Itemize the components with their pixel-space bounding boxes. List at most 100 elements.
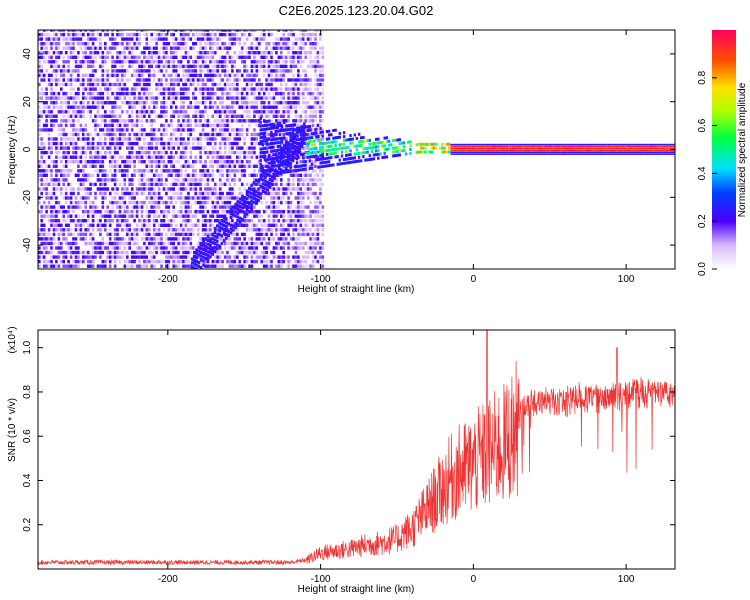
spectrogram-cell xyxy=(236,207,240,211)
spectrogram-cell xyxy=(211,37,215,41)
spectrogram-cell xyxy=(248,87,251,91)
spectrogram-cell xyxy=(118,105,122,109)
spectrogram-cell xyxy=(157,37,161,41)
spectrogram-cell xyxy=(267,241,271,246)
spectrogram-cell xyxy=(194,32,197,37)
spectrogram-cell xyxy=(128,60,131,64)
spectrogram-cell xyxy=(278,163,282,167)
spectrogram-cell xyxy=(275,37,278,41)
spectrogram-cell xyxy=(245,250,249,255)
spectrogram-cell xyxy=(261,189,265,193)
spectrogram-cell xyxy=(306,141,310,146)
spectrogram-cell xyxy=(150,37,153,41)
spectrogram-cell xyxy=(275,73,278,78)
spectrogram-cell xyxy=(106,214,109,218)
spectrogram-cell xyxy=(123,173,127,177)
spectrogram-cell xyxy=(148,96,151,100)
spectrogram-cell xyxy=(293,150,297,154)
spectrogram-cell xyxy=(162,73,166,78)
spectrogram-cell xyxy=(309,46,312,50)
spectrogram-cell xyxy=(91,78,95,82)
spectrogram-cell xyxy=(91,241,95,246)
spectrogram-cell xyxy=(47,150,51,155)
spectrogram-cell xyxy=(187,259,190,264)
spectrogram-cell xyxy=(287,42,290,46)
spectrogram-cell xyxy=(238,216,242,220)
spectrogram-cell xyxy=(113,173,117,177)
spectrogram-cell xyxy=(145,255,149,259)
spectrogram-cell xyxy=(121,241,124,246)
spectrogram-cell xyxy=(289,60,293,64)
spectrogram-cell xyxy=(182,87,185,91)
spectrogram-cell xyxy=(111,155,114,159)
spectrogram-cell xyxy=(108,264,112,268)
spectrogram-cell xyxy=(267,205,271,209)
spectrogram-cell xyxy=(195,263,198,267)
spectrogram-cell xyxy=(177,64,180,69)
spectrogram-cell xyxy=(238,246,241,250)
spectrogram-cell xyxy=(130,141,134,146)
spectrogram-cell xyxy=(77,223,80,227)
spectrogram-cell xyxy=(47,250,51,255)
spectrogram-cell xyxy=(91,101,95,105)
spectrogram-cell xyxy=(138,101,141,105)
spectrogram-cell xyxy=(250,150,254,155)
spectrogram-cell xyxy=(209,219,212,223)
spectrogram-cell xyxy=(138,264,141,268)
spectrogram-cell xyxy=(275,191,278,196)
spectrogram-cell xyxy=(272,42,276,46)
spectrogram-cell xyxy=(319,191,322,196)
spectrogram-cell xyxy=(177,78,180,82)
spectrogram-cell xyxy=(216,69,219,73)
spectrogram-cell xyxy=(319,246,322,250)
spectrogram-cell xyxy=(196,232,200,237)
spectrogram-cell xyxy=(278,121,282,125)
spectrogram-cell xyxy=(280,210,283,214)
spectrogram-cell xyxy=(96,123,100,128)
spectrogram-cell xyxy=(174,182,178,187)
spectrogram-cell xyxy=(104,110,107,114)
spectrogram-cell xyxy=(38,110,41,114)
spectrogram-cell xyxy=(289,110,293,114)
spectrogram-cell xyxy=(275,51,278,55)
spectrogram-cell xyxy=(162,96,166,100)
spectrogram-cell xyxy=(113,169,117,173)
spectrogram-cell xyxy=(309,164,312,168)
spectrogram-cell xyxy=(204,150,207,155)
spectrogram-cell xyxy=(265,132,268,137)
spectrogram-cell xyxy=(214,69,217,73)
spectrogram-cell xyxy=(108,150,112,155)
spectrogram-cell xyxy=(270,232,273,237)
spectrogram-cell xyxy=(165,51,168,55)
spectrogram-cell xyxy=(123,128,127,132)
spectrogram-cell xyxy=(201,132,205,137)
spectrogram-cell xyxy=(254,194,258,198)
spectrogram-cell xyxy=(206,114,210,118)
spectrogram-cell xyxy=(211,96,215,100)
spectrogram-cell xyxy=(184,210,188,214)
spectrogram-cell xyxy=(143,219,146,223)
spectrogram-cell xyxy=(96,150,100,155)
spectrogram-cell xyxy=(113,246,117,250)
spectrogram-cell xyxy=(272,153,275,157)
spectrogram-cell xyxy=(199,243,203,247)
spectrogram-cell xyxy=(304,255,307,259)
spectrogram-cell xyxy=(116,69,119,73)
spectrogram-cell xyxy=(101,182,105,187)
spectrogram-cell xyxy=(50,264,53,268)
spectrogram-cell xyxy=(113,191,117,196)
spectrogram-cell xyxy=(148,155,151,159)
spectrogram-cell xyxy=(309,114,312,118)
spectrogram-cell xyxy=(60,191,63,196)
spectrogram-cell xyxy=(123,214,127,218)
spectrogram-cell xyxy=(268,146,271,150)
spectrogram-cell xyxy=(187,173,190,177)
spectrogram-cell xyxy=(263,158,267,162)
spectrogram-cell xyxy=(184,150,188,155)
spectrogram-cell xyxy=(227,222,230,226)
spectrogram-cell xyxy=(157,78,161,82)
spectrogram-cell xyxy=(55,178,58,182)
spectrogram-cell xyxy=(294,228,298,232)
spectrogram-cell xyxy=(268,161,271,165)
spectrogram-cell xyxy=(231,110,234,114)
